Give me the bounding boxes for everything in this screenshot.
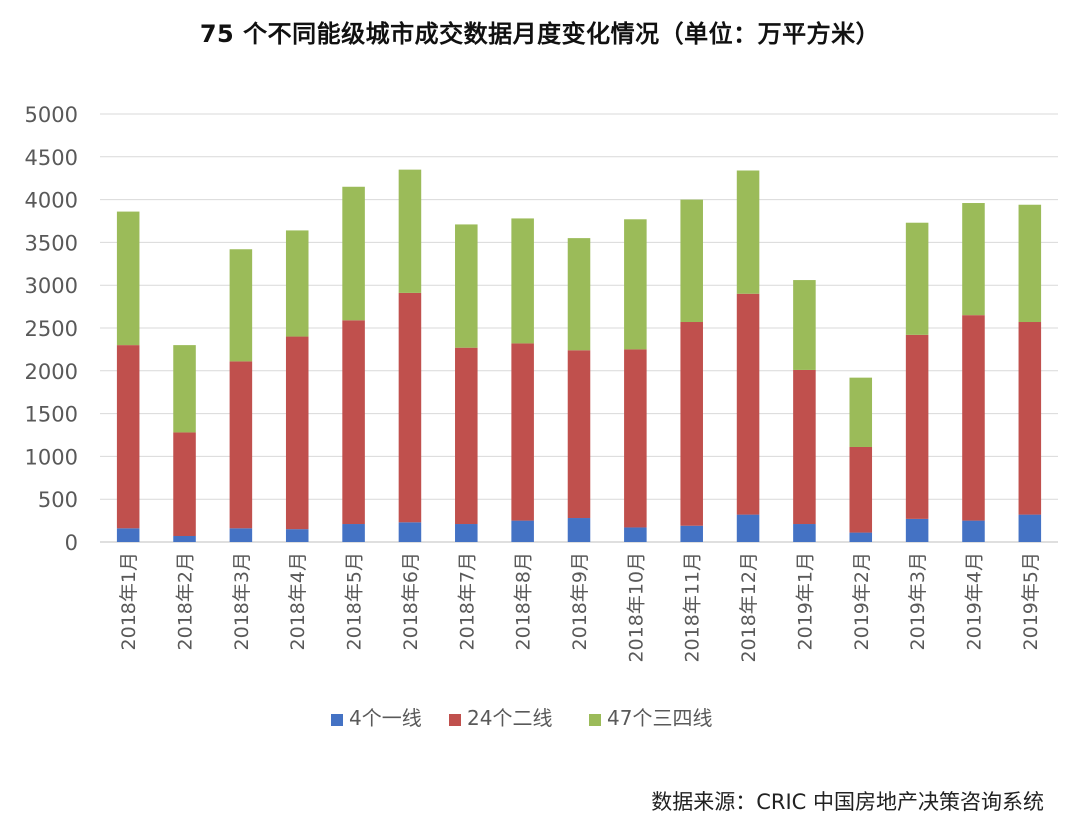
bar-segment-series-1 xyxy=(962,520,985,542)
x-tick-label: 2019年3月 xyxy=(907,552,929,650)
x-tick-label: 2018年7月 xyxy=(456,552,478,650)
x-tick-label: 2018年11月 xyxy=(682,552,704,663)
bar-segment-series-1 xyxy=(173,536,196,542)
bar-segment-series-1 xyxy=(624,527,647,542)
bar-segment-series-2 xyxy=(455,347,478,525)
bar-segment-series-2 xyxy=(962,315,985,521)
y-tick-label: 4500 xyxy=(25,146,78,170)
bar-segment-series-1 xyxy=(680,525,703,542)
bar-segment-series-2 xyxy=(342,320,365,525)
y-tick-label: 4000 xyxy=(25,189,78,213)
bar-segment-series-1 xyxy=(229,528,253,542)
bar-segment-series-2 xyxy=(511,343,534,521)
bar-segment-series-1 xyxy=(398,522,422,542)
legend-label-series-3: 47个三四线 xyxy=(607,706,712,730)
bar-segment-series-3 xyxy=(229,249,253,362)
bar-segment-series-3 xyxy=(398,169,422,293)
y-tick-label: 1500 xyxy=(25,403,78,427)
y-tick-label: 5000 xyxy=(25,103,78,127)
legend: 4个一线 24个二线 47个三四线 xyxy=(331,706,712,730)
x-tick-label: 2018年2月 xyxy=(175,552,197,650)
bar-segment-series-3 xyxy=(285,230,309,337)
bar-segment-series-1 xyxy=(285,529,309,542)
x-tick-label: 2018年6月 xyxy=(400,552,422,650)
x-tick-label: 2019年1月 xyxy=(794,552,816,650)
x-axis-tick-labels: 2018年1月 2018年2月 2018年3月 2018年4月 2018年5月 2018年… xyxy=(118,552,1042,663)
bar-segment-series-2 xyxy=(173,432,196,537)
x-tick-label: 2018年3月 xyxy=(231,552,253,650)
bar-segment-series-3 xyxy=(793,280,816,370)
x-tick-label: 2018年9月 xyxy=(569,552,591,650)
bar-segment-series-1 xyxy=(342,524,365,542)
x-tick-label: 2018年4月 xyxy=(287,552,309,650)
bar-segment-series-3 xyxy=(905,222,929,335)
x-tick-label: 2019年4月 xyxy=(963,552,985,650)
y-tick-label: 500 xyxy=(38,488,78,512)
bar-segment-series-1 xyxy=(455,524,478,542)
bar-segment-series-1 xyxy=(905,518,929,542)
bar-segment-series-3 xyxy=(680,199,703,323)
data-source-note: 数据来源：CRIC 中国房地产决策咨询系统 xyxy=(651,790,1044,814)
bar-segment-series-2 xyxy=(1018,322,1042,515)
y-tick-label: 2500 xyxy=(25,317,78,341)
bar-segment-series-3 xyxy=(1018,204,1042,323)
bar-segment-series-1 xyxy=(736,514,760,542)
bar-segment-series-1 xyxy=(793,524,816,542)
x-tick-label: 2018年12月 xyxy=(738,552,760,663)
bar-segment-series-3 xyxy=(116,211,140,346)
bar-segment-series-3 xyxy=(736,170,760,294)
y-tick-label: 2000 xyxy=(25,360,78,384)
bar-segment-series-2 xyxy=(285,336,309,530)
legend-swatch-series-3 xyxy=(589,714,601,726)
x-tick-label: 2019年2月 xyxy=(851,552,873,650)
bar-segment-series-2 xyxy=(680,322,703,526)
y-tick-label: 3000 xyxy=(25,274,78,298)
bar-segment-series-3 xyxy=(511,218,534,344)
bars xyxy=(116,169,1042,542)
legend-swatch-series-2 xyxy=(449,714,461,726)
bar-segment-series-3 xyxy=(962,203,985,316)
bar-segment-series-1 xyxy=(116,528,140,542)
bar-segment-series-3 xyxy=(849,377,873,447)
y-tick-label: 0 xyxy=(65,531,78,555)
bar-segment-series-3 xyxy=(173,345,196,433)
bar-segment-series-2 xyxy=(849,446,873,533)
y-tick-label: 1000 xyxy=(25,445,78,469)
chart-title: 75 个不同能级城市成交数据月度变化情况（单位：万平方米） xyxy=(199,20,881,48)
bar-segment-series-1 xyxy=(511,520,534,542)
bar-segment-series-2 xyxy=(624,349,647,528)
legend-label-series-2: 24个二线 xyxy=(467,706,552,730)
bar-segment-series-3 xyxy=(624,219,647,350)
bar-segment-series-1 xyxy=(849,532,873,542)
y-tick-label: 3500 xyxy=(25,231,78,255)
bar-segment-series-2 xyxy=(793,369,816,525)
bar-segment-series-2 xyxy=(905,334,929,519)
bar-segment-series-3 xyxy=(455,224,478,348)
x-tick-label: 2018年8月 xyxy=(513,552,535,650)
bar-segment-series-2 xyxy=(736,293,760,515)
x-tick-label: 2018年5月 xyxy=(344,552,366,650)
x-tick-label: 2019年5月 xyxy=(1020,552,1042,650)
bar-segment-series-3 xyxy=(567,238,591,351)
x-tick-label: 2018年1月 xyxy=(118,552,140,650)
bar-segment-series-2 xyxy=(116,345,140,529)
bar-segment-series-3 xyxy=(342,186,365,321)
bar-segment-series-2 xyxy=(567,350,591,519)
bar-segment-series-2 xyxy=(398,292,422,523)
bar-segment-series-2 xyxy=(229,361,253,529)
bar-segment-series-1 xyxy=(567,518,591,542)
legend-swatch-series-1 xyxy=(331,714,343,726)
bar-segment-series-1 xyxy=(1018,514,1042,542)
y-axis-tick-labels: 0 500 1000 1500 2000 2500 3000 3500 4000 4500 5000 xyxy=(25,103,78,555)
x-tick-label: 2018年10月 xyxy=(625,552,647,663)
legend-label-series-1: 4个一线 xyxy=(349,706,422,730)
